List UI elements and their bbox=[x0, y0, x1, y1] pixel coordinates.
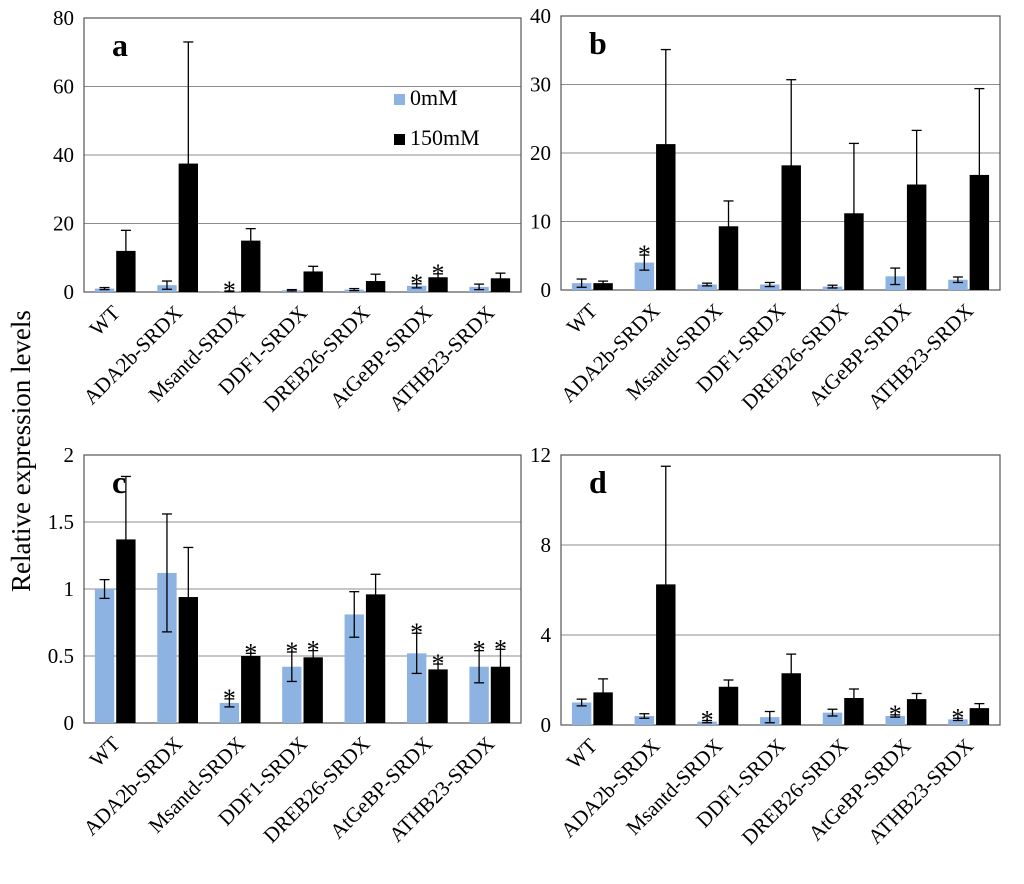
bar-150mm bbox=[178, 597, 198, 723]
bar-0mm bbox=[157, 572, 177, 723]
x-tick-label: DREB26-SRDX bbox=[258, 732, 374, 848]
bar-0mm bbox=[571, 702, 592, 725]
bar-150mm bbox=[906, 699, 927, 725]
bar-0mm bbox=[344, 614, 364, 723]
significance-star: * bbox=[701, 706, 714, 735]
y-tick-label: 12 bbox=[530, 443, 551, 467]
bar-0mm bbox=[94, 589, 115, 723]
x-tick-label: WT bbox=[562, 733, 602, 773]
y-tick-label: 0.5 bbox=[48, 644, 74, 668]
bar-0mm bbox=[697, 284, 717, 290]
legend-swatch bbox=[394, 94, 405, 105]
bar-150mm bbox=[116, 539, 136, 723]
chart-panel-c: 00.511.52** * *** * *cWTADA2b-SRDXMsantd-SRD… bbox=[48, 443, 522, 848]
legend-label: 0mM bbox=[410, 85, 458, 110]
y-tick-label: 0 bbox=[541, 713, 552, 737]
significance-star: * bbox=[889, 700, 902, 729]
x-tick-label: DREB26-SRDX bbox=[737, 734, 853, 850]
bar-150mm bbox=[241, 656, 261, 723]
significance-star: * bbox=[473, 636, 486, 665]
x-tick-label: WT bbox=[85, 731, 125, 771]
x-tick-label: WT bbox=[85, 300, 125, 340]
significance-star: * bbox=[285, 637, 298, 666]
significance-star: * bbox=[244, 638, 257, 667]
plot-frame bbox=[83, 17, 522, 293]
bar-0mm bbox=[634, 262, 655, 290]
y-tick-label: 1.5 bbox=[48, 510, 74, 534]
y-tick-label: 10 bbox=[530, 210, 551, 234]
bar-0mm bbox=[885, 716, 905, 725]
y-tick-label: 40 bbox=[530, 4, 551, 28]
significance-star: * bbox=[410, 618, 423, 647]
bar-150mm bbox=[241, 240, 261, 292]
y-tick-label: 0 bbox=[64, 711, 75, 735]
bar-150mm bbox=[490, 666, 511, 723]
panel-label: d bbox=[589, 464, 607, 500]
x-tick-label: DREB26-SRDX bbox=[737, 299, 853, 415]
bar-150mm bbox=[718, 686, 739, 725]
bar-0mm bbox=[469, 666, 489, 723]
plot-frame bbox=[560, 15, 1001, 291]
y-tick-label: 0 bbox=[541, 278, 552, 302]
bar-150mm bbox=[844, 698, 864, 725]
bar-0mm bbox=[407, 285, 427, 292]
significance-star: * bbox=[223, 276, 236, 305]
y-tick-label: 20 bbox=[530, 141, 551, 165]
bar-150mm bbox=[593, 283, 613, 290]
bar-0mm bbox=[219, 702, 240, 723]
y-tick-label: 60 bbox=[53, 75, 74, 99]
significance-star: * bbox=[223, 684, 236, 713]
bar-150mm bbox=[490, 278, 511, 292]
y-tick-label: 8 bbox=[541, 533, 552, 557]
y-axis-label: Relative expression levels bbox=[6, 310, 36, 592]
legend-swatch bbox=[394, 134, 405, 145]
significance-star: * bbox=[307, 636, 320, 665]
y-tick-label: 4 bbox=[541, 623, 552, 647]
legend-label: 150mM bbox=[410, 125, 480, 150]
x-tick-label: DREB26-SRDX bbox=[258, 301, 374, 417]
y-tick-label: 2 bbox=[64, 443, 75, 467]
bar-0mm bbox=[634, 716, 655, 725]
panel-label: c bbox=[112, 464, 126, 500]
bar-150mm bbox=[593, 692, 613, 725]
bar-0mm bbox=[94, 288, 115, 292]
y-tick-label: 80 bbox=[53, 6, 74, 30]
bar-0mm bbox=[948, 279, 968, 290]
y-tick-label: 40 bbox=[53, 143, 74, 167]
chart-panel-b: 010203040*bWTADA2b-SRDXMsantd-SRDXDDF1-S… bbox=[530, 4, 1001, 415]
bar-0mm bbox=[760, 284, 780, 290]
significance-star: * bbox=[432, 259, 445, 288]
plot-frame bbox=[560, 454, 1001, 726]
y-tick-label: 20 bbox=[53, 212, 74, 236]
bar-150mm bbox=[781, 673, 801, 725]
plot-frame bbox=[83, 454, 522, 724]
bar-0mm bbox=[407, 653, 427, 723]
significance-star: * bbox=[951, 703, 964, 732]
panel-label: b bbox=[589, 25, 607, 61]
bar-0mm bbox=[282, 666, 302, 723]
bar-150mm bbox=[428, 669, 448, 723]
significance-star: * bbox=[432, 649, 445, 678]
significance-star: * bbox=[410, 269, 423, 298]
panel-label: a bbox=[112, 27, 128, 63]
bar-150mm bbox=[303, 657, 323, 723]
y-tick-label: 1 bbox=[64, 577, 75, 601]
y-tick-label: 0 bbox=[64, 280, 75, 304]
significance-star: * bbox=[494, 634, 507, 663]
x-tick-label: WT bbox=[562, 298, 602, 338]
bar-150mm bbox=[718, 226, 739, 290]
significance-star: * bbox=[638, 240, 651, 269]
bar-150mm bbox=[365, 594, 386, 723]
bar-0mm bbox=[948, 719, 968, 725]
y-tick-label: 30 bbox=[530, 73, 551, 97]
